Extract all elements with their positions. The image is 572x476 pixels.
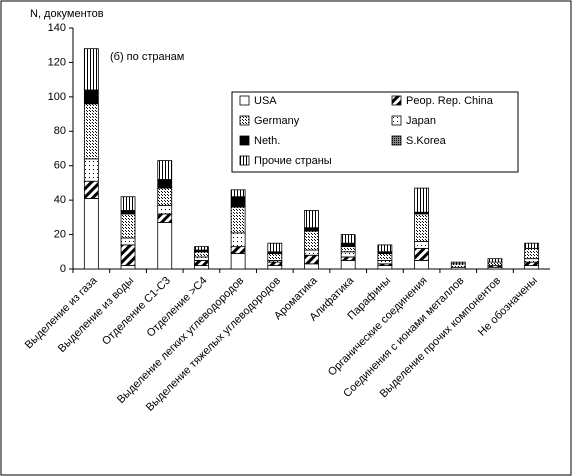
legend-swatch (239, 155, 250, 166)
bar-segment (194, 259, 209, 266)
bar-segment (377, 244, 393, 253)
legend-swatch (239, 135, 250, 146)
bar-segment (377, 259, 393, 265)
bar-segment (340, 251, 356, 258)
bar-segment (304, 249, 319, 256)
bar-segment (83, 198, 99, 270)
bar-segment (194, 265, 209, 270)
y-tick-label: 140 (48, 22, 66, 34)
legend-swatch (391, 95, 402, 106)
bar-segment (230, 196, 246, 208)
bar-segment (120, 265, 136, 270)
bar-segment (450, 261, 466, 265)
y-tick-label: 100 (48, 91, 66, 103)
y-axis-label: N, документов (30, 8, 104, 20)
bar-segment (377, 253, 393, 261)
annotation: (б) по странам (110, 51, 184, 63)
y-tick-label: 80 (54, 125, 66, 137)
bar-segment (267, 253, 283, 261)
legend-label: S.Korea (406, 135, 447, 147)
bar-segment (230, 232, 246, 248)
bar-segment (194, 256, 209, 261)
bar-segment (524, 242, 540, 249)
bar-segment (414, 247, 429, 261)
bar-segment (83, 158, 99, 182)
bar-segment (340, 259, 356, 270)
bar-segment (157, 204, 173, 215)
bar-segment (377, 265, 393, 270)
bar-segment (304, 210, 319, 229)
bar-segment (230, 253, 246, 270)
legend-label: Peop. Rep. China (406, 95, 494, 107)
bar-segment (450, 263, 466, 268)
bar-segment (524, 261, 540, 266)
bar-segment (157, 222, 173, 270)
legend-label: Neth. (254, 135, 280, 147)
bar-segment (120, 213, 136, 239)
bar-segment (230, 189, 246, 198)
bar-segment (267, 265, 283, 270)
bar-segment (414, 213, 429, 242)
bar-segment (194, 246, 209, 251)
bar-segment (340, 234, 356, 244)
y-tick-label: 120 (48, 56, 66, 68)
bar-segment (414, 187, 429, 213)
y-tick-label: 0 (60, 263, 66, 275)
bar-segment (487, 261, 503, 266)
bar-segment (524, 247, 540, 260)
bar-segment (414, 259, 429, 270)
bar-segment (230, 246, 246, 254)
bar-segment (120, 196, 136, 211)
bar-segment (340, 256, 356, 261)
legend-swatch (239, 115, 250, 126)
bar-segment (83, 180, 99, 199)
bar-segment (487, 258, 503, 263)
bar-segment (267, 261, 283, 266)
legend-label: Прочие страны (254, 155, 332, 167)
y-tick-label: 60 (54, 160, 66, 172)
legend (231, 91, 519, 173)
bar-segment (524, 258, 540, 263)
bar-segment (267, 242, 283, 253)
bar-segment (157, 160, 173, 180)
bar-segment (340, 242, 356, 248)
bar-segment (120, 237, 136, 246)
legend-swatch (391, 115, 402, 126)
bar-segment (340, 246, 356, 253)
bar-segment (157, 179, 173, 189)
bar-segment (414, 241, 429, 249)
bar-segment (120, 210, 136, 215)
legend-label: Germany (254, 115, 300, 127)
bar-segment (524, 265, 540, 270)
bar-segment (304, 263, 319, 270)
bar-segment (157, 187, 173, 206)
legend-label: USA (254, 95, 277, 107)
y-tick-label: 20 (54, 228, 66, 240)
legend-label: Japan (406, 115, 436, 127)
legend-swatch (391, 135, 402, 146)
bar-segment (120, 244, 136, 266)
bar-segment (83, 103, 99, 160)
bar-segment (157, 213, 173, 223)
legend-swatch (239, 95, 250, 106)
bar-segment (83, 89, 99, 105)
bar-segment (304, 227, 319, 232)
bar-segment (83, 48, 99, 91)
bar-segment (230, 206, 246, 234)
y-tick-label: 40 (54, 194, 66, 206)
bar-segment (194, 251, 209, 258)
bar-segment (304, 254, 319, 265)
bar-segment (304, 230, 319, 251)
